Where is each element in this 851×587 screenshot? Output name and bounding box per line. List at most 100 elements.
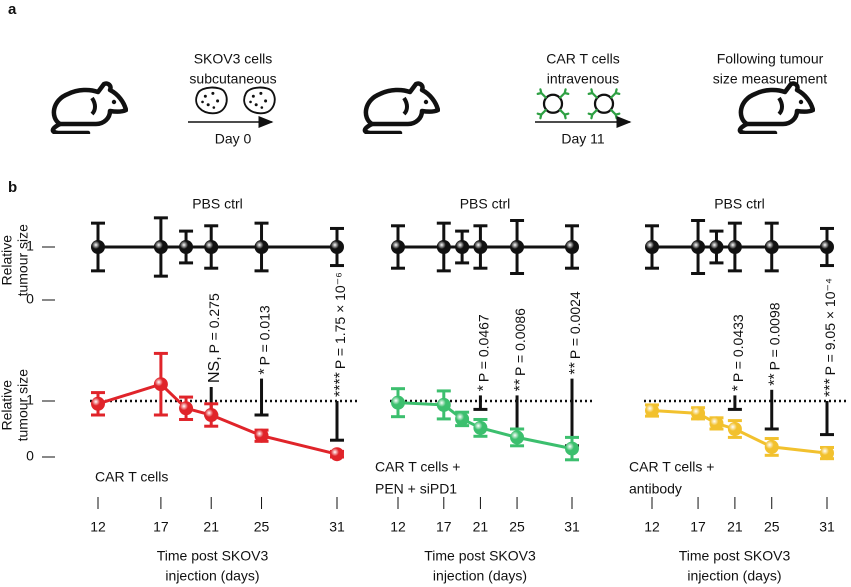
data-point xyxy=(645,403,659,418)
p-value: P = 0.0024 xyxy=(567,291,583,359)
x-tick-label: 25 xyxy=(254,519,270,535)
p-value-annotation: NS, P = 0.275 xyxy=(206,293,224,383)
x-axis-label: Time post SKOV3 xyxy=(157,548,269,564)
p-value-annotation: * P = 0.013 xyxy=(256,305,274,375)
significance-bar xyxy=(764,389,779,431)
significance-bar xyxy=(473,395,488,411)
chart-title: PBS ctrl xyxy=(460,196,511,212)
x-tick-label: 31 xyxy=(329,519,345,535)
step-day: Day 0 xyxy=(215,131,252,147)
significance-stars: * xyxy=(730,385,747,391)
step-label: SKOV3 cells xyxy=(194,51,273,67)
p-value: P = 0.0467 xyxy=(475,314,491,382)
significance-bar xyxy=(254,378,269,417)
x-tick-label: 25 xyxy=(509,519,525,535)
t-cell-icon xyxy=(587,88,621,120)
series-line xyxy=(97,382,338,456)
chart-title: PBS ctrl xyxy=(714,196,765,212)
data-point xyxy=(153,240,168,254)
significance-stars: ** xyxy=(512,379,529,391)
cell-icon xyxy=(243,86,276,115)
y-axis-label: tumour size xyxy=(15,369,31,442)
panel-label: a xyxy=(8,1,17,18)
y-tick-label: 1 xyxy=(26,238,34,254)
p-value-annotation: * P = 0.0467 xyxy=(475,314,493,391)
p-value: P = 0.275 xyxy=(206,293,222,353)
series-label: antibody xyxy=(629,481,682,497)
x-tick-label: 12 xyxy=(644,519,660,535)
step-label: size measurement xyxy=(713,71,827,87)
data-point xyxy=(455,240,470,254)
x-tick-label: 31 xyxy=(564,519,580,535)
data-point xyxy=(254,428,269,443)
data-point xyxy=(764,240,779,254)
data-point xyxy=(91,240,105,254)
p-value-annotation: ** P = 0.0024 xyxy=(567,291,585,375)
p-value: P = 0.013 xyxy=(256,305,272,365)
series-label: PEN + siPD1 xyxy=(375,481,457,497)
step-day: Day 11 xyxy=(561,131,605,147)
data-point xyxy=(330,447,344,462)
y-axis-label: tumour size xyxy=(15,224,31,297)
significance-stars: ** xyxy=(567,362,584,374)
y-axis-label: Relative xyxy=(0,235,15,286)
x-tick-label: 17 xyxy=(153,519,169,535)
series-line xyxy=(397,401,573,451)
x-tick-label: 21 xyxy=(727,519,743,535)
data-point xyxy=(709,240,724,254)
step-label: intravenous xyxy=(547,71,619,87)
significance-bar xyxy=(727,395,742,411)
data-point xyxy=(179,401,194,416)
x-tick-label: 12 xyxy=(90,519,106,535)
series-label: CAR T cells + xyxy=(629,459,714,475)
y-axis-label: Relative xyxy=(0,380,15,431)
x-tick-label: 17 xyxy=(690,519,706,535)
significance-stars: ** xyxy=(767,373,784,385)
significance-stars: **** xyxy=(332,372,349,397)
significance-bar xyxy=(820,401,834,437)
step-label: Following tumour xyxy=(717,51,824,67)
data-point xyxy=(691,240,706,254)
p-value: P = 9.05 × 10⁻⁴ xyxy=(822,278,838,375)
significance-stars: * xyxy=(257,368,274,374)
data-point xyxy=(565,441,579,456)
p-value-annotation: * P = 0.0433 xyxy=(730,314,748,391)
p-value: P = 0.0086 xyxy=(512,308,528,376)
significance-bar xyxy=(565,378,579,448)
series-line xyxy=(651,409,828,455)
x-tick-label: 12 xyxy=(390,519,406,535)
significance-stars: NS, xyxy=(206,356,223,383)
data-point xyxy=(391,395,405,410)
cell-icon xyxy=(195,86,228,115)
step-label: CAR T cells xyxy=(546,51,619,67)
x-axis-label: Time post SKOV3 xyxy=(424,548,536,564)
x-axis-label: injection (days) xyxy=(687,568,781,584)
significance-stars: * xyxy=(476,385,493,391)
data-point xyxy=(709,416,724,431)
x-tick-label: 31 xyxy=(819,519,835,535)
series-label: CAR T cells xyxy=(95,469,168,485)
p-value: P = 1.75 × 10⁻⁶ xyxy=(332,272,348,369)
step-label: subcutaneous xyxy=(189,71,276,87)
significance-bar xyxy=(330,401,344,442)
y-tick-label: 1 xyxy=(26,392,34,408)
p-value: P = 0.0098 xyxy=(766,302,782,370)
data-point xyxy=(473,420,488,435)
x-axis-label: injection (days) xyxy=(165,568,259,584)
t-cell-icon xyxy=(536,88,570,120)
data-point xyxy=(473,240,488,254)
y-tick-label: 0 xyxy=(26,291,34,307)
data-point xyxy=(330,240,344,254)
significance-stars: *** xyxy=(822,378,839,397)
mouse-icon xyxy=(53,83,126,133)
panel-label: b xyxy=(8,179,17,196)
data-point xyxy=(727,240,742,254)
mouse-icon xyxy=(365,83,438,133)
data-point xyxy=(179,240,194,254)
p-value-annotation: ** P = 0.0098 xyxy=(766,302,784,386)
data-point xyxy=(91,396,105,411)
x-tick-label: 25 xyxy=(764,519,780,535)
data-point xyxy=(254,240,269,254)
data-point xyxy=(204,408,219,422)
